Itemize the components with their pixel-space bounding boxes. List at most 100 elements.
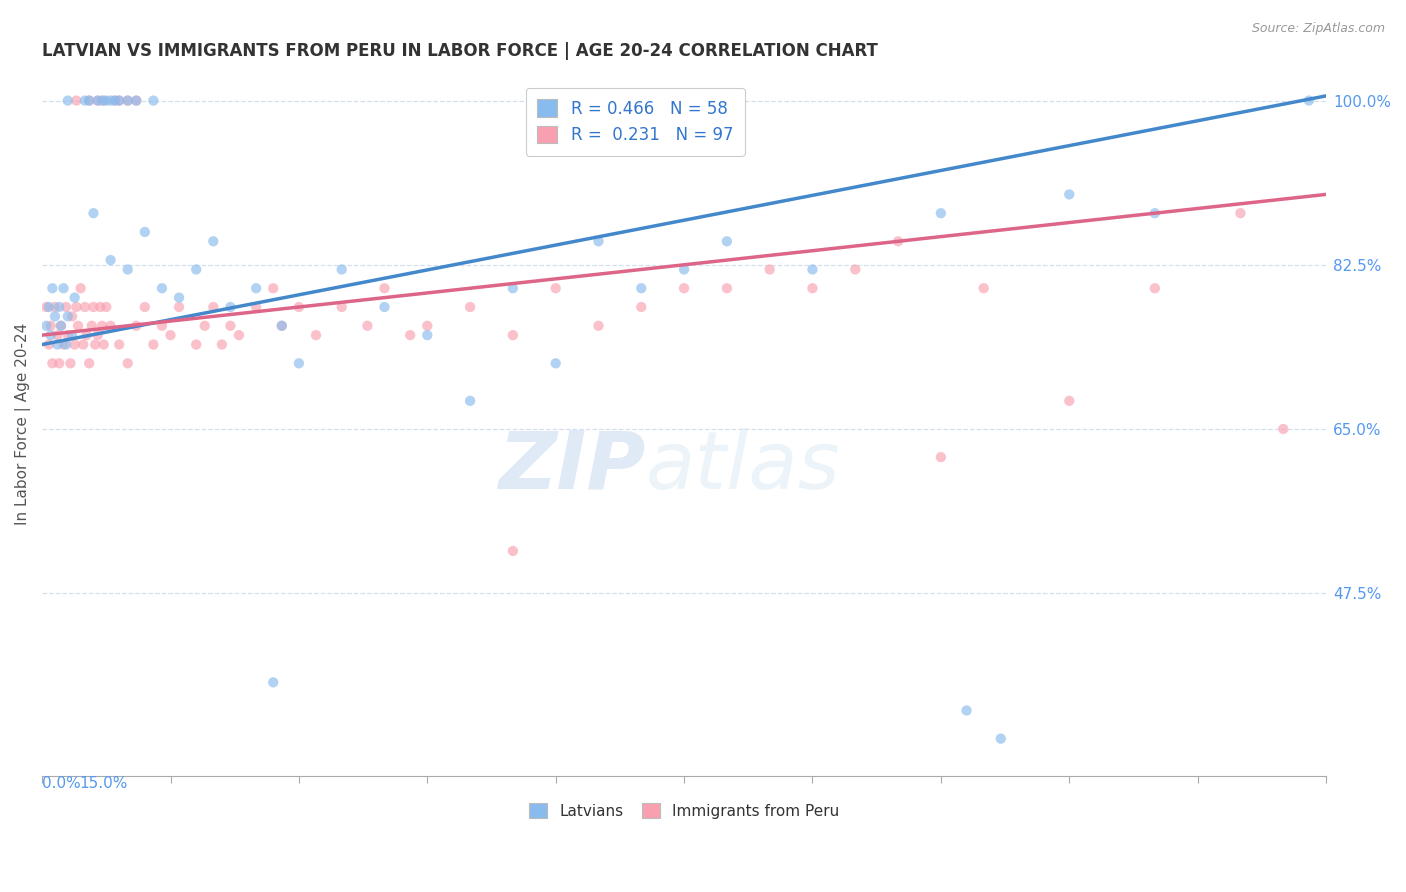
Point <box>150 318 173 333</box>
Point <box>202 235 225 249</box>
Point <box>929 206 952 220</box>
Point <box>1272 422 1295 436</box>
Point <box>87 328 110 343</box>
Point <box>60 328 83 343</box>
Point <box>1059 187 1081 202</box>
Legend: Latvians, Immigrants from Peru: Latvians, Immigrants from Peru <box>523 797 845 825</box>
Point <box>60 310 83 324</box>
Point <box>416 328 439 343</box>
Point <box>458 300 481 314</box>
Point <box>330 262 353 277</box>
Point <box>41 281 63 295</box>
Point <box>96 300 118 314</box>
Point <box>96 94 118 108</box>
Point <box>56 94 79 108</box>
Point <box>716 235 738 249</box>
Point <box>93 337 115 351</box>
Point <box>399 328 422 343</box>
Point <box>673 262 696 277</box>
Point <box>416 318 439 333</box>
Point <box>63 291 86 305</box>
Point <box>270 318 292 333</box>
Point <box>955 704 977 718</box>
Point <box>262 675 284 690</box>
Point <box>91 94 114 108</box>
Point <box>887 235 910 249</box>
Point <box>100 318 122 333</box>
Point <box>125 94 148 108</box>
Point <box>46 328 69 343</box>
Point <box>673 281 696 295</box>
Point <box>67 318 90 333</box>
Point <box>134 225 156 239</box>
Point <box>87 94 110 108</box>
Point <box>35 318 58 333</box>
Point <box>245 300 267 314</box>
Point <box>211 337 233 351</box>
Point <box>801 281 824 295</box>
Point <box>48 356 70 370</box>
Point <box>73 300 96 314</box>
Point <box>87 94 110 108</box>
Point <box>588 318 610 333</box>
Text: atlas: atlas <box>645 427 841 506</box>
Point <box>104 94 127 108</box>
Point <box>1229 206 1251 220</box>
Point <box>77 94 100 108</box>
Point <box>502 328 524 343</box>
Point <box>142 337 165 351</box>
Point <box>502 544 524 558</box>
Text: LATVIAN VS IMMIGRANTS FROM PERU IN LABOR FORCE | AGE 20-24 CORRELATION CHART: LATVIAN VS IMMIGRANTS FROM PERU IN LABOR… <box>42 42 877 60</box>
Text: 0.0%: 0.0% <box>42 776 82 791</box>
Point <box>219 300 242 314</box>
Point <box>39 328 62 343</box>
Point <box>167 291 190 305</box>
Point <box>801 262 824 277</box>
Point <box>929 450 952 464</box>
Point <box>56 328 79 343</box>
Point <box>125 94 148 108</box>
Point <box>44 310 66 324</box>
Point <box>630 300 652 314</box>
Point <box>134 300 156 314</box>
Point <box>288 300 311 314</box>
Point <box>91 318 114 333</box>
Point <box>108 337 131 351</box>
Point <box>373 281 395 295</box>
Point <box>63 337 86 351</box>
Point <box>73 94 96 108</box>
Point <box>104 94 127 108</box>
Point <box>89 300 111 314</box>
Point <box>72 337 94 351</box>
Point <box>108 94 131 108</box>
Point <box>55 337 77 351</box>
Point <box>973 281 995 295</box>
Point <box>458 393 481 408</box>
Point <box>356 318 378 333</box>
Text: Source: ZipAtlas.com: Source: ZipAtlas.com <box>1251 22 1385 36</box>
Point <box>588 235 610 249</box>
Point <box>1298 94 1320 108</box>
Point <box>502 281 524 295</box>
Point <box>44 300 66 314</box>
Point <box>41 356 63 370</box>
Point <box>150 281 173 295</box>
Point <box>65 300 87 314</box>
Point <box>59 356 82 370</box>
Text: 15.0%: 15.0% <box>79 776 128 791</box>
Point <box>49 318 72 333</box>
Point <box>52 281 75 295</box>
Point <box>544 281 567 295</box>
Y-axis label: In Labor Force | Age 20-24: In Labor Force | Age 20-24 <box>15 323 31 525</box>
Point <box>117 356 139 370</box>
Point <box>373 300 395 314</box>
Point <box>202 300 225 314</box>
Point <box>65 94 87 108</box>
Point <box>38 300 60 314</box>
Point <box>69 281 91 295</box>
Point <box>38 337 60 351</box>
Point <box>1143 281 1166 295</box>
Point <box>159 328 181 343</box>
Point <box>544 356 567 370</box>
Point <box>93 94 115 108</box>
